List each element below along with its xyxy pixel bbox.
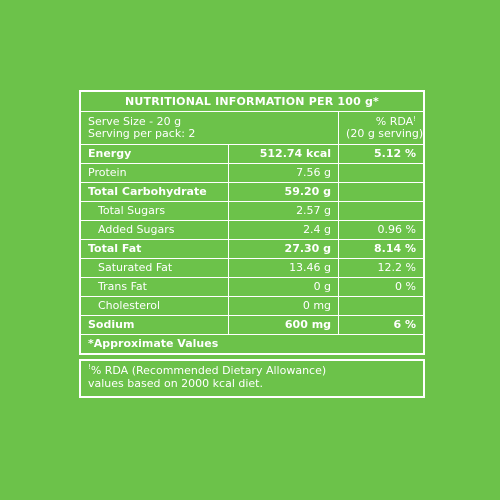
rda-note-box: !% RDA (Recommended Dietary Allowance) v… (79, 359, 425, 398)
nutrient-rda: 5.12 % (338, 144, 425, 164)
serving-per-pack: Serving per pack: 2 (88, 127, 196, 140)
nutrient-name: Trans Fat (79, 277, 229, 297)
nutrient-value: 600 mg (227, 315, 340, 335)
nutrition-table: NUTRITIONAL INFORMATION PER 100 g* Serve… (79, 90, 425, 355)
nutrient-rda: 8.14 % (338, 239, 425, 259)
nutrient-rda: 12.2 % (338, 258, 425, 278)
table-row: Cholesterol 0 mg (79, 296, 425, 316)
nutrient-rda (338, 201, 425, 221)
nutrient-rda (338, 163, 425, 183)
nutrient-name: Protein (79, 163, 229, 183)
nutrition-panel: NUTRITIONAL INFORMATION PER 100 g* Serve… (79, 90, 425, 398)
nutrient-name: Saturated Fat (79, 258, 229, 278)
nutrient-value: 7.56 g (227, 163, 340, 183)
rda-label: % RDA (375, 115, 414, 128)
nutrient-value: 512.74 kcal (227, 144, 340, 164)
nutrient-value: 13.46 g (227, 258, 340, 278)
nutrient-value: 2.57 g (227, 201, 340, 221)
table-row: Total Sugars 2.57 g (79, 201, 425, 221)
nutrient-name: Sodium (79, 315, 229, 335)
rda-serving: (20 g serving) (346, 127, 424, 140)
nutrient-name: Cholesterol (79, 296, 229, 316)
serving-row: Serve Size - 20 g Serving per pack: 2 % … (79, 111, 425, 145)
table-title: NUTRITIONAL INFORMATION PER 100 g* (79, 90, 425, 112)
nutrient-value: 2.4 g (227, 220, 340, 240)
rda-mark: ! (413, 115, 416, 123)
nutrient-value: 0 mg (227, 296, 340, 316)
nutrient-value: 0 g (227, 277, 340, 297)
table-row: Sodium 600 mg 6 % (79, 315, 425, 335)
nutrient-rda: 0 % (338, 277, 425, 297)
table-row: Saturated Fat 13.46 g 12.2 % (79, 258, 425, 278)
serving-info: Serve Size - 20 g Serving per pack: 2 (79, 111, 340, 145)
note-line-2: values based on 2000 kcal diet. (88, 377, 263, 390)
table-row: Protein 7.56 g (79, 163, 425, 183)
table-row: Energy 512.74 kcal 5.12 % (79, 144, 425, 164)
table-row: Total Carbohydrate 59.20 g (79, 182, 425, 202)
nutrient-name: Total Sugars (79, 201, 229, 221)
nutrient-value: 59.20 g (227, 182, 340, 202)
nutrient-rda: 6 % (338, 315, 425, 335)
table-row: Total Fat 27.30 g 8.14 % (79, 239, 425, 259)
rda-header: % RDA! (20 g serving) (338, 111, 425, 145)
nutrient-name: Added Sugars (79, 220, 229, 240)
nutrient-value: 27.30 g (227, 239, 340, 259)
nutrient-rda (338, 296, 425, 316)
nutrient-rda: 0.96 % (338, 220, 425, 240)
table-row: Added Sugars 2.4 g 0.96 % (79, 220, 425, 240)
nutrient-rda (338, 182, 425, 202)
table-row: Trans Fat 0 g 0 % (79, 277, 425, 297)
approx-note: *Approximate Values (79, 334, 425, 355)
nutrient-name: Total Fat (79, 239, 229, 259)
serve-size: Serve Size - 20 g (88, 115, 182, 128)
nutrient-name: Energy (79, 144, 229, 164)
nutrient-name: Total Carbohydrate (79, 182, 229, 202)
footnote-row: *Approximate Values (79, 334, 425, 355)
title-row: NUTRITIONAL INFORMATION PER 100 g* (79, 90, 425, 112)
note-mark: ! (88, 363, 91, 371)
note-line-1: % RDA (Recommended Dietary Allowance) (90, 364, 327, 377)
